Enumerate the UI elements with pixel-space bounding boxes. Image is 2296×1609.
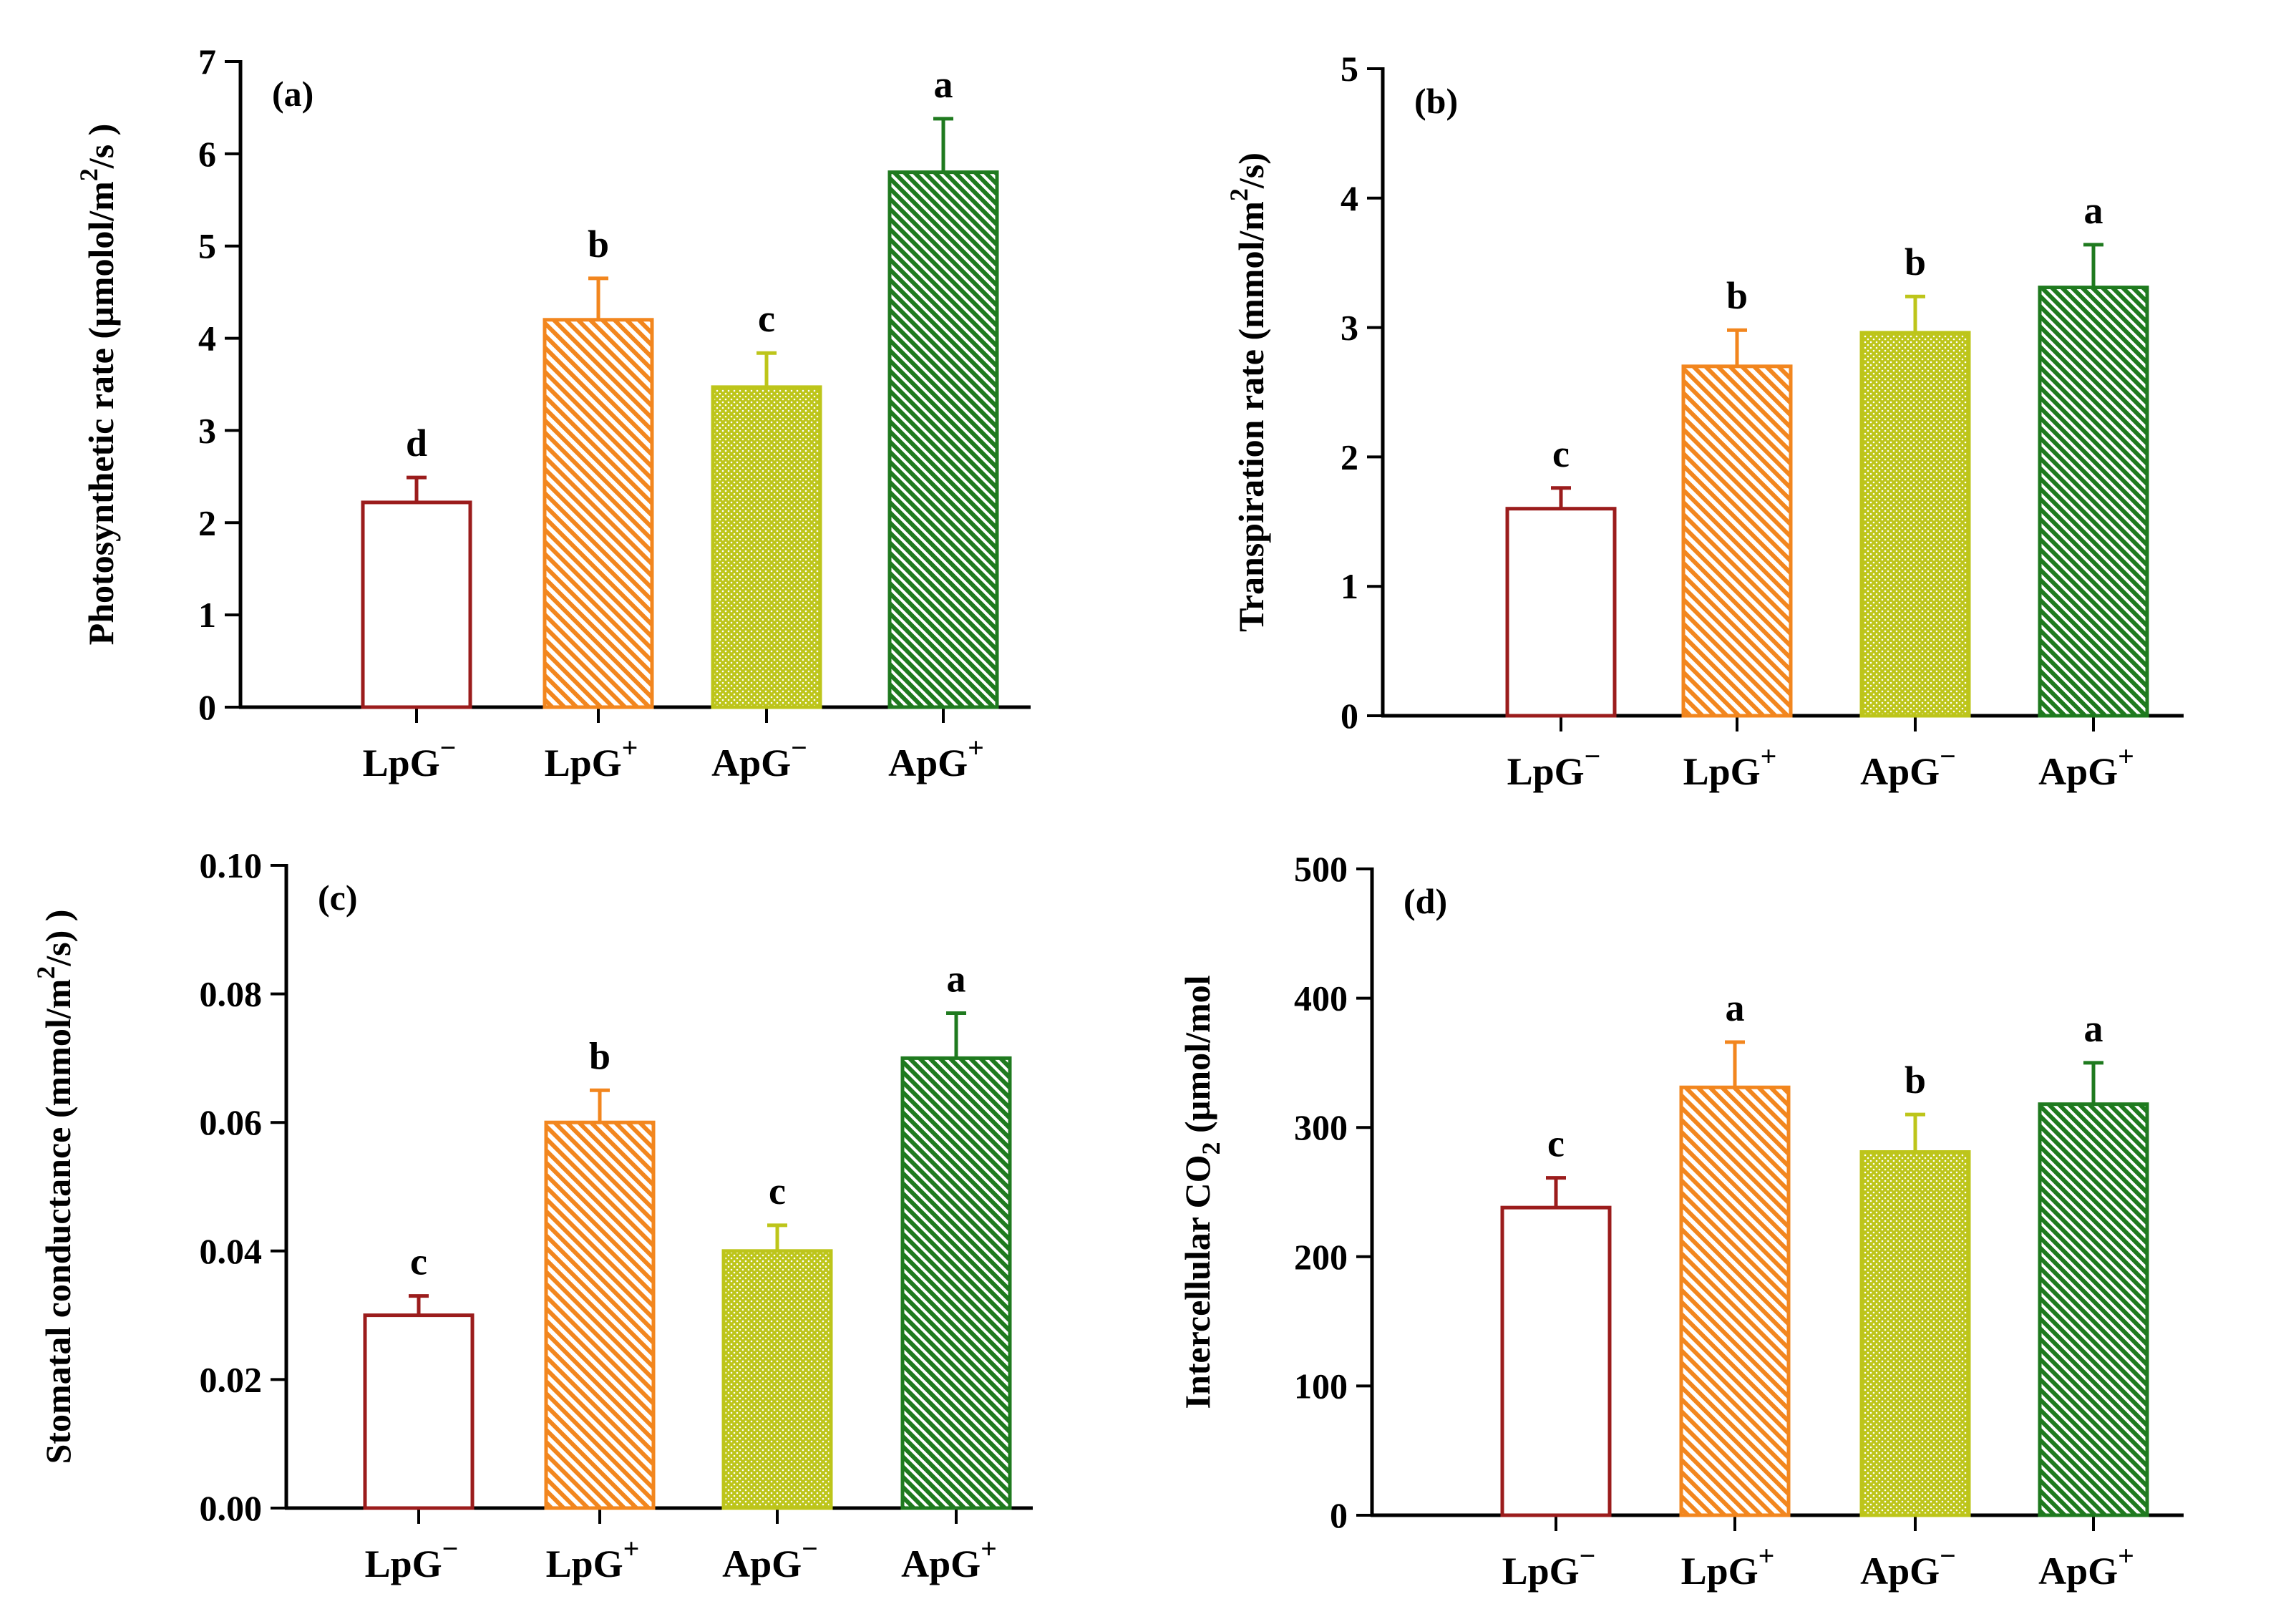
bar-lpg-minus bbox=[363, 1313, 475, 1510]
y-tick-label: 0.04 bbox=[200, 1231, 263, 1271]
significance-letter: c bbox=[769, 1170, 786, 1212]
x-category-label: ApG− bbox=[711, 731, 807, 784]
y-tick-label: 4 bbox=[198, 319, 216, 359]
y-tick-label: 0 bbox=[1330, 1495, 1348, 1535]
x-category-label: LpG− bbox=[363, 731, 457, 784]
panel-label: (b) bbox=[1414, 81, 1458, 121]
x-category-label: ApG+ bbox=[2038, 740, 2134, 793]
bar-apg-minus bbox=[1859, 1150, 1971, 1517]
significance-letter: c bbox=[1547, 1122, 1565, 1165]
significance-letter: c bbox=[1552, 432, 1570, 475]
significance-letter: b bbox=[589, 1034, 611, 1077]
y-tick-label: 300 bbox=[1294, 1107, 1348, 1147]
y-tick-label: 5 bbox=[1341, 49, 1358, 89]
y-tick-label: 5 bbox=[198, 226, 216, 266]
panel-label: (a) bbox=[272, 74, 313, 114]
y-tick-label: 2 bbox=[1341, 437, 1358, 477]
panel-a: 0 1 2 3 4 5 6 7 d b c a LpG− LpG+ ApG− ApG+ (a) Photosynt… bbox=[74, 42, 1031, 784]
significance-letter: b bbox=[1905, 240, 1926, 283]
x-category-label: ApG+ bbox=[888, 731, 984, 784]
bar-lpg-plus bbox=[1681, 364, 1793, 718]
x-category-label: LpG+ bbox=[1681, 1540, 1775, 1593]
bar-apg-minus bbox=[1859, 331, 1971, 718]
x-category-label: ApG+ bbox=[901, 1532, 997, 1585]
significance-letter: b bbox=[1726, 274, 1748, 317]
x-category-label: ApG− bbox=[1860, 740, 1956, 793]
panel-b: 0 1 2 3 4 5 c b b a LpG− LpG+ ApG− ApG+ (b) Transpirati… bbox=[1225, 49, 2184, 793]
y-axis-title: Intercellular CO2 (µmol/mol bbox=[1177, 975, 1225, 1409]
panel-label: (c) bbox=[318, 878, 358, 918]
bar-apg-plus bbox=[2038, 286, 2149, 718]
bar-apg-plus bbox=[900, 1056, 1012, 1510]
significance-letter: a bbox=[2084, 1007, 2103, 1050]
x-category-label: ApG− bbox=[722, 1532, 818, 1585]
x-category-label: LpG− bbox=[365, 1532, 459, 1585]
y-axis-title: Photosynthetic rate (µmolol/m2/s ) bbox=[74, 124, 121, 646]
significance-letter: b bbox=[588, 223, 609, 266]
significance-letter: d bbox=[406, 422, 427, 465]
y-axis-title: Transpiration rate (mmol/m2/s) bbox=[1225, 152, 1271, 632]
bar-lpg-plus bbox=[1679, 1085, 1791, 1517]
significance-letter: a bbox=[934, 63, 953, 106]
y-tick-label: 0 bbox=[1341, 696, 1358, 736]
bar-lpg-minus bbox=[361, 500, 472, 709]
bar-lpg-minus bbox=[1505, 507, 1617, 718]
y-axis-title: Stomatal conductance (mmol/m2/s) ) bbox=[31, 910, 78, 1464]
bar-apg-plus bbox=[2038, 1102, 2149, 1517]
bar-lpg-minus bbox=[1500, 1205, 1612, 1517]
y-tick-label: 3 bbox=[1341, 308, 1358, 348]
y-tick-label: 500 bbox=[1294, 849, 1348, 889]
y-tick-label: 0.10 bbox=[200, 845, 263, 885]
x-category-label: LpG+ bbox=[545, 731, 638, 784]
bar-apg-minus bbox=[711, 385, 822, 709]
bar-lpg-plus bbox=[544, 1120, 656, 1510]
panel-d: 0 100 200 300 400 500 c a b a LpG− LpG+ ApG− ApG+ (d) I… bbox=[1177, 849, 2184, 1593]
x-category-label: LpG+ bbox=[1683, 740, 1777, 793]
x-category-label: LpG+ bbox=[546, 1532, 640, 1585]
y-tick-label: 0.02 bbox=[200, 1359, 263, 1399]
x-category-label: ApG− bbox=[1860, 1540, 1956, 1593]
panel-label: (d) bbox=[1404, 881, 1447, 921]
y-tick-label: 200 bbox=[1294, 1237, 1348, 1277]
y-tick-label: 400 bbox=[1294, 978, 1348, 1019]
significance-letter: c bbox=[410, 1240, 427, 1283]
y-tick-label: 6 bbox=[198, 134, 216, 174]
y-tick-label: 100 bbox=[1294, 1366, 1348, 1406]
significance-letter: c bbox=[758, 297, 775, 340]
y-tick-label: 0.00 bbox=[200, 1488, 263, 1528]
y-tick-label: 1 bbox=[198, 595, 216, 635]
significance-letter: a bbox=[1726, 986, 1745, 1029]
bar-apg-minus bbox=[721, 1249, 833, 1510]
x-category-label: LpG− bbox=[1507, 740, 1601, 793]
y-tick-label: 0.06 bbox=[200, 1102, 263, 1142]
significance-letter: a bbox=[947, 958, 966, 1001]
y-tick-label: 4 bbox=[1341, 178, 1358, 218]
panel-c: 0.00 0.02 0.04 0.06 0.08 0.10 c b c a LpG− LpG+ ApG−… bbox=[31, 845, 1033, 1585]
significance-letter: b bbox=[1905, 1059, 1926, 1102]
bar-apg-plus bbox=[887, 170, 999, 709]
y-tick-label: 3 bbox=[198, 410, 216, 450]
y-tick-label: 7 bbox=[198, 42, 216, 82]
significance-letter: a bbox=[2084, 189, 2103, 232]
y-tick-label: 0.08 bbox=[200, 974, 263, 1014]
y-tick-label: 0 bbox=[198, 687, 216, 727]
y-tick-label: 2 bbox=[198, 502, 216, 543]
x-category-label: LpG− bbox=[1502, 1540, 1596, 1593]
x-category-label: ApG+ bbox=[2038, 1540, 2134, 1593]
bar-lpg-plus bbox=[543, 318, 654, 709]
y-tick-label: 1 bbox=[1341, 566, 1358, 606]
